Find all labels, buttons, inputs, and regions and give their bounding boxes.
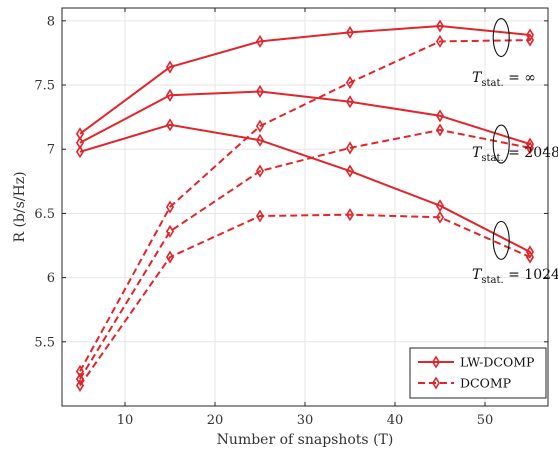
series-lw-dcomp-1024 (75, 118, 535, 259)
legend-marker-lw-dcomp (431, 355, 441, 369)
series-dcomp-1024 (75, 208, 535, 392)
y-tick-label-6: 6 (47, 271, 55, 286)
y-tick-label-8: 8 (47, 14, 55, 29)
point-dcomp-inf-55 (525, 33, 535, 47)
y-tick-label-7.5: 7.5 (34, 79, 55, 94)
point-dcomp-inf-45 (435, 34, 445, 48)
point-dcomp-2048-25 (255, 164, 265, 178)
x-tick-label-50: 50 (477, 413, 494, 428)
x-tick-label-20: 20 (207, 413, 224, 428)
y-tick-label-7: 7 (47, 143, 55, 158)
series-line-dcomp-2048 (79, 129, 531, 380)
point-dcomp-1024-45 (435, 210, 445, 224)
point-dcomp-inf-15 (165, 200, 175, 214)
x-tick-label-10: 10 (117, 413, 134, 428)
x-tick-label-30: 30 (297, 413, 314, 428)
x-axis-ticks: 10 20 30 40 50 (117, 8, 494, 428)
point-dcomp-1024-35 (345, 208, 355, 222)
point-lw-dcomp-2048-55 (525, 137, 535, 151)
point-lw-dcomp-inf-15 (165, 60, 175, 74)
legend-marker-dcomp (431, 376, 441, 390)
point-lw-dcomp-1024-5 (75, 145, 85, 159)
series-line-lw-dcomp-1024 (79, 123, 531, 253)
point-lw-dcomp-1024-15 (165, 118, 175, 132)
point-lw-dcomp-2048-25 (255, 84, 265, 98)
annotation-ellipse-inf (492, 17, 510, 58)
y-tick-label-6.5: 6.5 (34, 207, 55, 222)
legend-label-lw-dcomp: LW-DCOMP (460, 355, 534, 370)
legend: LW-DCOMP DCOMP (409, 347, 547, 399)
series-layer (75, 19, 535, 392)
series-line-dcomp-inf (79, 39, 531, 372)
series-line-lw-dcomp-2048 (79, 90, 531, 146)
annotation-ellipse-2048 (492, 124, 510, 164)
y-axis-ticks: 5.5 6 6.5 7 7.5 8 (34, 14, 548, 350)
series-lw-dcomp-2048 (75, 84, 535, 151)
point-lw-dcomp-inf-25 (255, 34, 265, 48)
point-dcomp-2048-35 (345, 141, 355, 155)
point-lw-dcomp-1024-45 (435, 199, 445, 213)
legend-label-dcomp: DCOMP (460, 376, 511, 391)
annotation-label-2048: Tstat. = 2048 (472, 145, 558, 164)
x-axis-title: Number of snapshots (T) (217, 432, 394, 448)
series-dcomp-2048 (75, 123, 535, 386)
series-lw-dcomp-inf (75, 19, 535, 141)
legend-box (409, 347, 547, 399)
point-lw-dcomp-2048-45 (435, 109, 445, 123)
annotation-label-1024: Tstat. = 1024 (472, 267, 558, 286)
point-dcomp-inf-25 (255, 119, 265, 133)
x-tick-label-40: 40 (387, 413, 404, 428)
series-dcomp-inf (75, 33, 535, 378)
point-dcomp-1024-55 (525, 250, 535, 264)
point-dcomp-2048-45 (435, 123, 445, 137)
point-dcomp-inf-35 (345, 75, 355, 89)
point-lw-dcomp-inf-35 (345, 25, 355, 39)
point-lw-dcomp-inf-45 (435, 19, 445, 33)
point-lw-dcomp-2048-35 (345, 95, 355, 109)
point-dcomp-1024-5 (75, 378, 85, 392)
annotation-ellipse-1024 (492, 220, 510, 260)
point-lw-dcomp-2048-15 (165, 88, 175, 102)
annotation-label-inf: Tstat. = ∞ (472, 70, 536, 89)
series-line-dcomp-1024 (79, 213, 531, 387)
y-axis-title: R (b/s/Hz) (12, 171, 28, 242)
point-dcomp-2048-55 (525, 141, 535, 155)
point-lw-dcomp-1024-25 (255, 133, 265, 147)
point-dcomp-1024-25 (255, 209, 265, 223)
point-dcomp-1024-15 (165, 250, 175, 264)
point-lw-dcomp-1024-35 (345, 164, 355, 178)
point-dcomp-2048-15 (165, 224, 175, 238)
grid-lines (62, 8, 548, 406)
point-dcomp-inf-5 (75, 364, 85, 378)
annotation-layer: Tstat. = ∞ Tstat. = 2048 Tstat. = 1024 (472, 17, 558, 286)
y-tick-label-5.5: 5.5 (34, 335, 55, 350)
point-lw-dcomp-inf-55 (525, 28, 535, 42)
series-line-lw-dcomp-inf (79, 25, 531, 135)
